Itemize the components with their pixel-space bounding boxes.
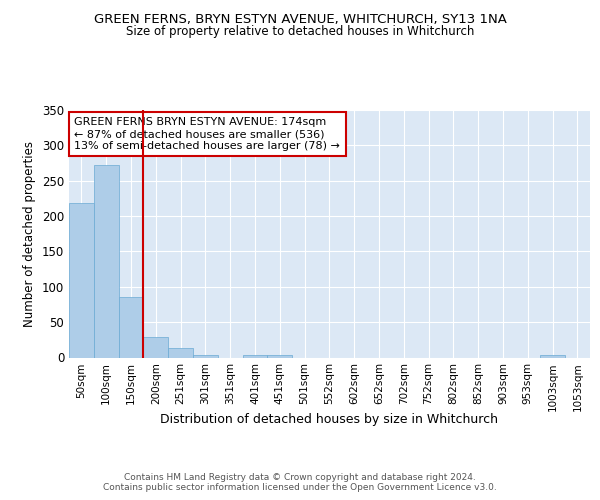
Bar [69,204,94,358]
Bar [540,356,565,358]
Bar [242,354,268,358]
Bar [94,165,119,358]
Bar [193,354,218,358]
Bar [119,298,143,358]
Bar [168,348,193,358]
Bar [268,354,292,358]
Text: Distribution of detached houses by size in Whitchurch: Distribution of detached houses by size … [160,412,499,426]
Y-axis label: Number of detached properties: Number of detached properties [23,141,37,327]
Text: GREEN FERNS BRYN ESTYN AVENUE: 174sqm
← 87% of detached houses are smaller (536): GREEN FERNS BRYN ESTYN AVENUE: 174sqm ← … [74,118,340,150]
Bar [143,337,168,357]
Text: GREEN FERNS, BRYN ESTYN AVENUE, WHITCHURCH, SY13 1NA: GREEN FERNS, BRYN ESTYN AVENUE, WHITCHUR… [94,12,506,26]
Text: Contains HM Land Registry data © Crown copyright and database right 2024.
Contai: Contains HM Land Registry data © Crown c… [103,472,497,492]
Text: Size of property relative to detached houses in Whitchurch: Size of property relative to detached ho… [126,25,474,38]
